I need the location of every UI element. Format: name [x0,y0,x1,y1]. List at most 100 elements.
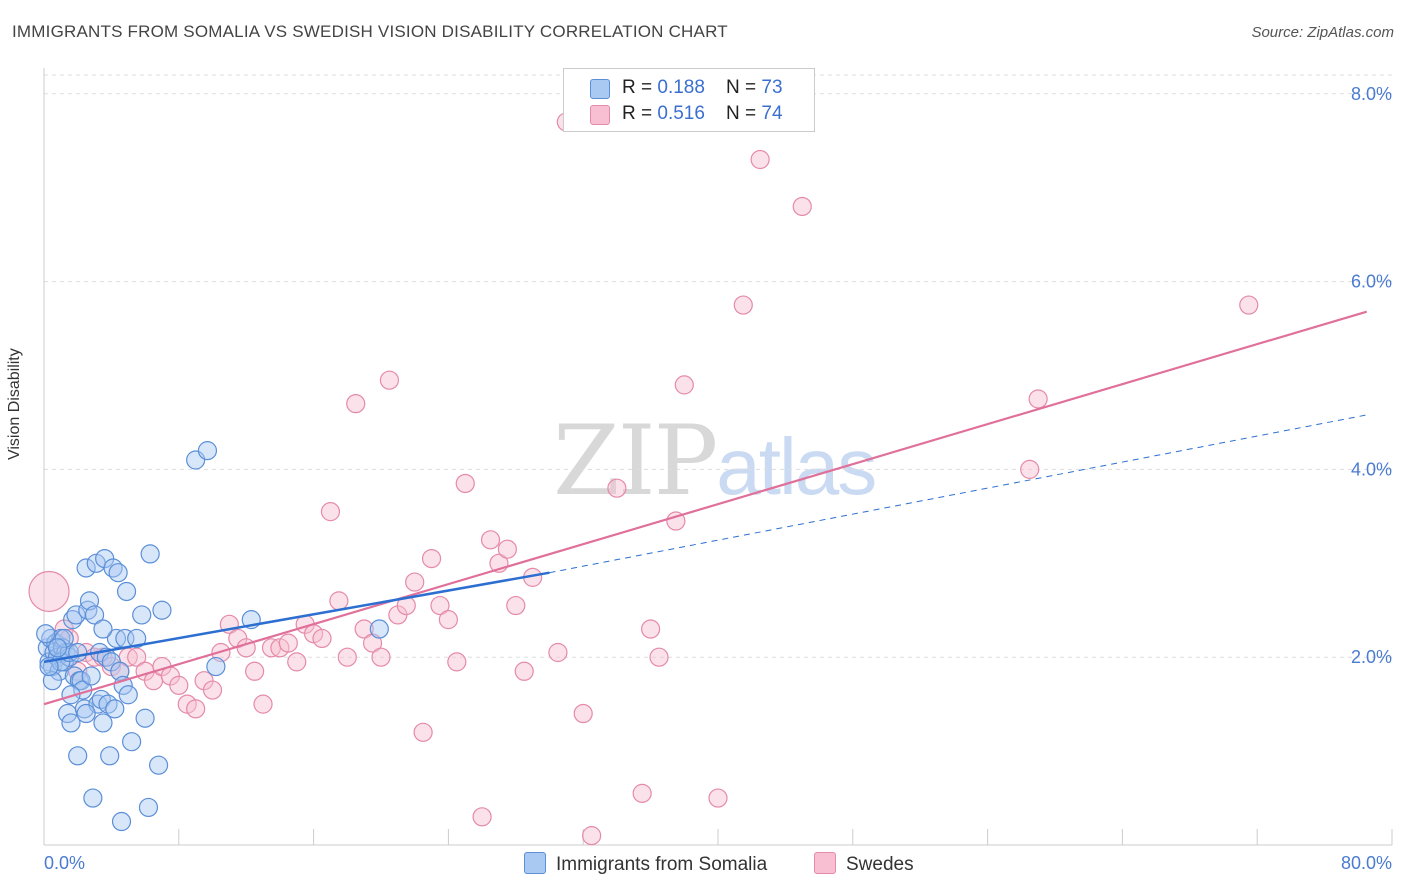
data-point [93,713,113,733]
r-label: R = [622,103,658,124]
data-point [312,628,332,649]
data-point [607,478,627,498]
data-point [61,713,81,733]
data-point [84,605,105,625]
data-point [206,656,226,677]
axes [43,68,1393,846]
data-point [1020,459,1040,479]
data-point [111,811,132,832]
data-point [354,619,374,639]
watermark-zip: ZIP [553,405,718,517]
data-point [36,624,56,644]
trend-line-somalia [43,571,550,664]
data-point [405,572,425,592]
legend-label-swedes: Swedes [846,854,914,875]
data-point [76,703,96,724]
data-point [438,610,458,630]
data-point [108,563,128,583]
r-value: 0.516 [657,103,705,124]
data-point [421,548,442,569]
data-point [649,647,669,667]
legend-swatch-blue [590,79,610,99]
data-point [93,619,113,639]
legend-swatch-pink [814,852,836,874]
data-point [127,628,147,649]
data-point [54,628,74,649]
data-point [792,196,812,217]
data-point [708,788,728,808]
data-point [197,441,218,461]
n-label: N = [726,77,762,98]
data-point [582,826,602,846]
data-point [506,595,526,616]
trend-line-somalia-extrapolated [549,414,1367,574]
data-point [371,647,391,667]
data-point [76,558,96,578]
y-tick-label: 8.0% [1351,84,1392,104]
trend-lines [43,310,1368,706]
data-point [79,591,100,611]
data-point [346,394,366,414]
data-point [186,699,206,719]
data-point [733,295,753,315]
data-point [548,642,568,663]
legend-item-swedes: Swedes [814,852,914,876]
chart-title: IMMIGRANTS FROM SOMALIA VS SWEDISH VISIO… [12,22,728,41]
n-value: 73 [761,77,783,98]
data-point [135,708,155,728]
data-point [750,149,770,170]
data-point [253,694,273,714]
y-tick-label: 4.0% [1351,459,1392,479]
data-point [61,685,81,705]
data-point [1239,295,1259,315]
data-point [573,703,593,724]
data-point [337,647,357,667]
data-point [122,732,142,752]
data-point [68,642,88,663]
data-point [430,595,450,616]
data-point [514,661,534,681]
data-point [81,666,101,686]
data-point [105,699,125,719]
data-point [632,783,652,803]
data-point [47,638,68,658]
data-point [83,788,103,808]
data-point [640,619,661,639]
legend-item-somalia: Immigrants from Somalia [524,852,767,876]
data-point [110,661,130,681]
data-point [138,797,159,818]
series-swedes [28,112,1259,846]
tick-labels: 2.0% 4.0% 6.0% 8.0% 0.0% 80.0% [44,84,1392,873]
data-point [369,619,389,639]
grid-lines [44,74,1392,658]
data-point [118,685,138,705]
data-point [1028,389,1048,409]
legend-swatch-pink [590,105,610,125]
legend-swatch-blue [524,852,546,874]
data-point [42,671,63,691]
data-point [480,530,501,550]
data-point [245,661,265,681]
r-label: R = [622,77,658,98]
data-point [140,544,160,564]
data-point [674,375,694,395]
source-credit: Source: ZipAtlas.com [1251,24,1394,41]
data-point [28,570,70,613]
data-point [100,746,120,766]
legend-label-somalia: Immigrants from Somalia [556,854,768,875]
correlation-legend: R = 0.188 N = 73 R = 0.516 N = 74 [563,68,815,132]
n-label: N = [726,103,762,124]
data-point [447,652,467,672]
data-point [455,473,475,494]
data-point [116,581,137,602]
data-point [413,722,433,742]
series-somalia [36,441,389,832]
data-point [127,647,147,667]
data-point [666,511,686,531]
data-point [497,539,517,559]
data-point [320,502,341,522]
data-point [472,807,492,827]
watermark: ZIPatlas [553,405,877,517]
n-value: 74 [761,103,783,124]
